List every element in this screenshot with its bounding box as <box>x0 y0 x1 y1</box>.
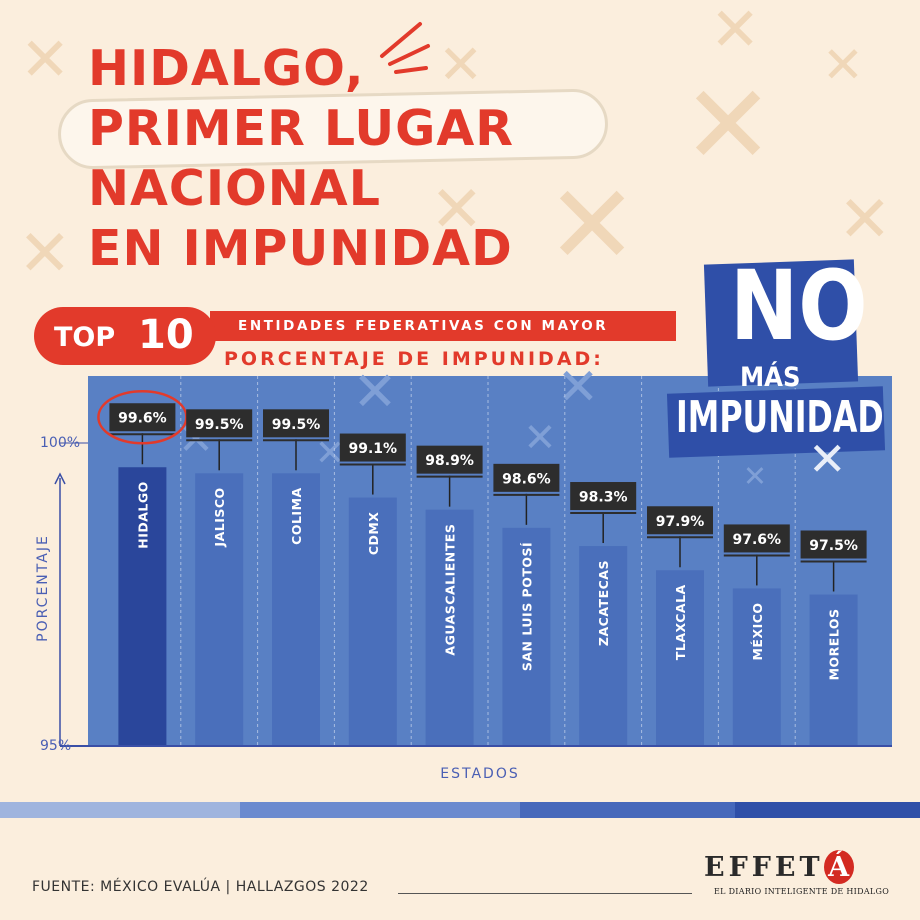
value-label: 98.6% <box>502 471 551 487</box>
plot-cross-icon: ✕ <box>557 357 599 416</box>
plot-cross-icon: ✕ <box>352 360 397 423</box>
no-stamp-text: NO <box>730 250 868 362</box>
decorative-cross-icon: ✕ <box>546 161 639 289</box>
category-label: MORELOS <box>827 609 842 681</box>
bar <box>118 467 167 746</box>
bar <box>348 497 397 746</box>
stamp-cross-icon: ✕ <box>808 432 847 486</box>
bar <box>579 546 628 746</box>
subtitle-bar <box>210 311 676 341</box>
bar <box>809 594 858 746</box>
value-label-box <box>570 482 637 511</box>
value-label: 99.5% <box>272 417 321 433</box>
decorative-cross-icon: ✕ <box>838 183 892 257</box>
accent-marks-icon <box>380 22 430 74</box>
x-axis-label: ESTADOS <box>440 766 520 782</box>
bar <box>425 509 474 746</box>
subtitle-line-2: PORCENTAJE DE IMPUNIDAD: <box>224 348 604 370</box>
source-note: FUENTE: MÉXICO EVALÚA | HALLAZGOS 2022 <box>32 879 369 895</box>
value-label-box <box>109 403 176 432</box>
category-label: AGUASCALIENTES <box>443 524 458 656</box>
subtitle-line-1: ENTIDADES FEDERATIVAS CON MAYOR <box>238 318 609 334</box>
y-tick-top: 100% <box>40 435 81 451</box>
plot-cross-icon: ✕ <box>523 415 556 461</box>
value-label-box <box>647 506 713 535</box>
category-label: COLIMA <box>289 487 304 545</box>
value-label: 98.9% <box>425 453 474 469</box>
decorative-cross-icon: ✕ <box>20 25 71 95</box>
decorative-cross-icon: ✕ <box>682 61 775 189</box>
category-label: JALISCO <box>212 487 227 547</box>
value-label-box <box>723 524 790 553</box>
logo-accent-icon: Á <box>823 850 854 884</box>
category-label: MÉXICO <box>750 602 765 660</box>
top-badge <box>34 307 216 365</box>
category-label: CDMX <box>366 512 381 556</box>
value-label-box <box>263 409 329 438</box>
bar <box>195 473 244 746</box>
bar <box>502 527 551 746</box>
value-label-box <box>339 433 406 462</box>
color-stripe <box>0 802 920 818</box>
value-label-box <box>186 409 253 438</box>
bar <box>732 588 781 746</box>
decorative-cross-icon: ✕ <box>18 217 72 291</box>
value-label: 97.6% <box>733 532 782 548</box>
brand-logo: EFFET Á <box>704 850 854 884</box>
decorative-cross-icon: ✕ <box>430 173 484 247</box>
bar <box>656 570 704 746</box>
impunidad-stamp-text: IMPUNIDAD <box>676 392 884 443</box>
value-label-box <box>416 445 483 474</box>
value-label: 99.1% <box>349 441 398 457</box>
category-label: TLAXCALA <box>673 584 688 660</box>
value-label: 98.3% <box>579 490 628 506</box>
y-axis-arrow-icon <box>54 472 66 485</box>
mas-stamp-text: MÁS <box>740 362 801 393</box>
decorative-cross-icon: ✕ <box>822 36 864 94</box>
top-number: 10 <box>138 312 194 358</box>
top-label: TOP <box>54 322 116 353</box>
title-line-1: HIDALGO, <box>88 40 365 97</box>
bar <box>272 473 320 746</box>
logo-tagline: EL DIARIO INTELIGENTE DE HIDALGO <box>714 887 890 896</box>
category-label: ZACATECAS <box>596 560 611 646</box>
value-label: 99.5% <box>195 417 244 433</box>
category-label: HIDALGO <box>135 481 150 549</box>
title-line-4: EN IMPUNIDAD <box>88 220 513 277</box>
value-label: 99.6% <box>118 411 167 427</box>
title-line-3: NACIONAL <box>88 160 381 217</box>
plot-cross-icon: ✕ <box>743 459 767 493</box>
decorative-cross-icon: ✕ <box>438 33 484 96</box>
source-underline <box>398 893 692 894</box>
y-axis-label: PORCENTAJE <box>35 534 51 642</box>
decorative-cross-icon: ✕ <box>710 0 761 65</box>
value-label-box <box>800 530 867 559</box>
value-label: 97.9% <box>656 514 705 530</box>
logo-text: EFFET <box>704 852 824 883</box>
value-label-box <box>493 463 560 492</box>
title-line-2: PRIMER LUGAR <box>88 100 515 157</box>
value-label: 97.5% <box>809 538 858 554</box>
category-label: SAN LUIS POTOSÍ <box>519 542 534 671</box>
y-tick-bottom: 95% <box>40 738 72 754</box>
